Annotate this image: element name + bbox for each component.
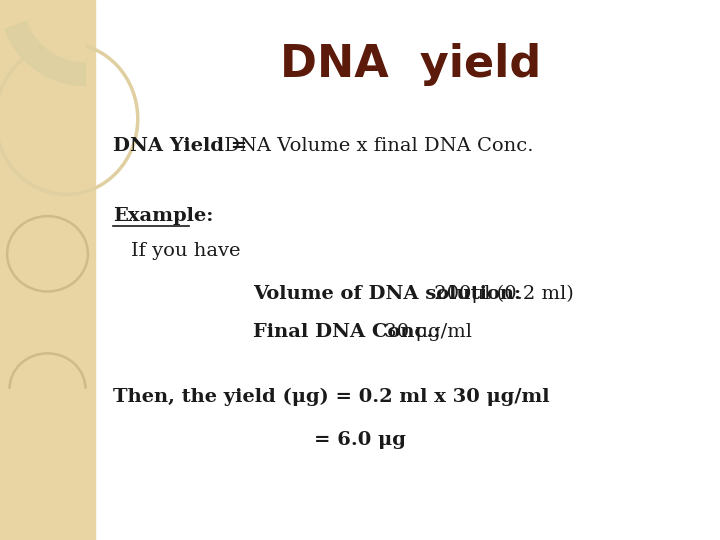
Text: DNA Volume x final DNA Conc.: DNA Volume x final DNA Conc. [218,137,534,155]
Text: 30 μg/ml: 30 μg/ml [378,323,472,341]
Text: DNA  yield: DNA yield [280,43,541,86]
Text: 200μl (0.2 ml): 200μl (0.2 ml) [428,285,574,303]
Text: DNA Yield =: DNA Yield = [113,137,247,155]
Text: Then, the yield (μg) = 0.2 ml x 30 μg/ml: Then, the yield (μg) = 0.2 ml x 30 μg/ml [113,388,549,406]
Text: Volume of DNA solution:: Volume of DNA solution: [253,285,521,303]
Text: Example:: Example: [113,207,213,225]
Text: Final DNA Conc.:: Final DNA Conc.: [253,323,441,341]
Wedge shape [27,0,86,62]
Text: = 6.0 μg: = 6.0 μg [314,431,406,449]
Text: If you have: If you have [131,242,240,260]
Bar [0,0,95,540]
Wedge shape [5,0,86,85]
